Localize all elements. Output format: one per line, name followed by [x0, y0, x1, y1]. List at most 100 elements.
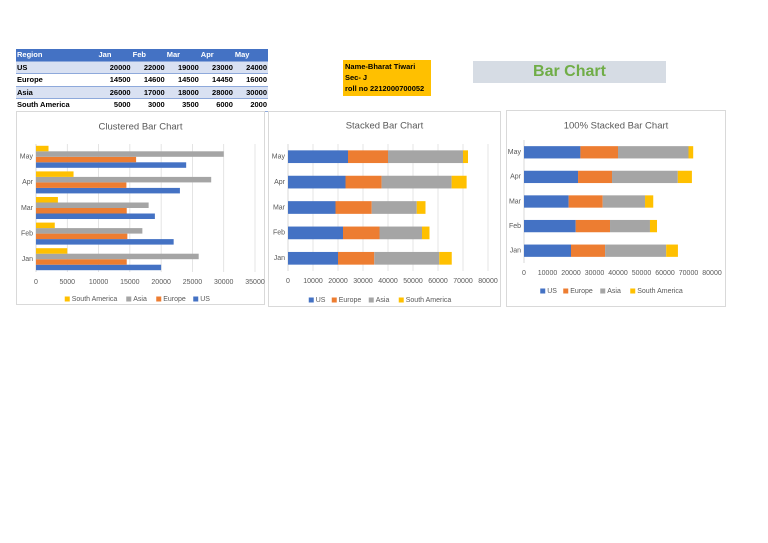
bar-segment	[571, 244, 606, 257]
legend-label: Europe	[339, 297, 362, 304]
x-tick-label: 40000	[608, 270, 628, 277]
y-tick-label: May	[20, 154, 34, 161]
data-table: Region Jan Feb Mar Apr May US 20000 22000 19000 23…	[16, 49, 268, 112]
bar-segment	[338, 251, 375, 265]
x-tick-label: 10000	[538, 270, 558, 277]
table-cell: 23000	[199, 61, 234, 74]
legend-label: South America	[72, 296, 118, 303]
bar-segment	[612, 170, 678, 184]
table-cell: 14500	[165, 73, 200, 87]
header-cell: Region	[16, 49, 98, 62]
table-cell: 30000	[233, 86, 268, 99]
bar	[36, 145, 49, 152]
x-tick-label: 80000	[702, 270, 722, 277]
legend-label: South America	[406, 297, 452, 304]
bar-segment	[388, 150, 463, 164]
chart: Clustered Bar Chart 0 5000 10000 15000 20000 2…	[16, 111, 265, 305]
bar-segment	[371, 201, 417, 214]
bar-segment	[524, 146, 581, 159]
legend-label: Asia	[376, 297, 390, 304]
bar-segment	[605, 244, 667, 257]
table-row: South America 5000 3000 3500 6000 2000	[16, 98, 268, 112]
bar	[36, 259, 127, 265]
bar	[36, 239, 174, 245]
header-row: Region Jan Feb Mar Apr May	[16, 49, 268, 62]
bar	[36, 182, 127, 188]
legend-swatch	[126, 296, 132, 302]
bar-segment	[524, 195, 569, 208]
table-row: Asia 26000 17000 18000 28000 30000	[16, 86, 268, 99]
table-cell: 26000	[97, 86, 132, 99]
y-tick-label: Jan	[274, 255, 285, 262]
y-tick-label: May	[272, 154, 286, 161]
legend-label: Europe	[163, 296, 186, 303]
legend-swatch	[600, 288, 606, 294]
table-cell: 16000	[233, 73, 268, 87]
x-tick-label: 50000	[403, 278, 423, 285]
bar-segment	[524, 219, 576, 233]
legend-label: US	[200, 296, 210, 303]
bar-segment	[578, 170, 613, 184]
legend-swatch	[563, 288, 569, 294]
bar-segment	[288, 150, 348, 164]
chart-title: Clustered Bar Chart	[99, 122, 183, 133]
bar-segment	[649, 219, 658, 233]
bar-segment	[666, 244, 678, 257]
bar-segment	[524, 170, 579, 184]
chart-title: Stacked Bar Chart	[346, 121, 424, 132]
banner: Bar Chart	[473, 61, 666, 83]
table-cell: 24000	[233, 61, 268, 74]
table-cell: 3500	[165, 98, 200, 112]
legend-label: US	[316, 297, 326, 304]
bar-segment	[645, 195, 654, 208]
x-tick-label: 30000	[353, 278, 373, 285]
bar	[36, 213, 155, 220]
x-tick-label: 70000	[453, 278, 473, 285]
table-cell: 2000	[233, 98, 268, 112]
legend-swatch	[331, 297, 337, 303]
bar	[36, 176, 212, 183]
legend-label: South America	[637, 288, 683, 295]
bar-segment	[688, 146, 694, 159]
bar-segment	[379, 226, 422, 240]
header-cell: Apr	[199, 49, 234, 62]
table-cell: 18000	[165, 86, 200, 99]
bar-segment	[416, 201, 426, 214]
bar	[36, 196, 58, 203]
header-cell: May	[233, 49, 268, 62]
chart-border	[506, 110, 726, 307]
x-tick-label: 10000	[89, 279, 109, 286]
bar	[36, 151, 224, 157]
legend-label: Europe	[570, 288, 593, 295]
info-line: roll no 2212000700052	[345, 84, 425, 93]
bar	[36, 171, 74, 177]
bar-segment	[580, 146, 618, 159]
bar	[36, 233, 128, 240]
bar	[36, 222, 55, 229]
header-cell: Jan	[97, 49, 132, 62]
legend-label: Asia	[133, 296, 147, 303]
x-tick-label: 20000	[561, 270, 581, 277]
bar-segment	[610, 219, 650, 233]
y-tick-label: Feb	[273, 230, 285, 237]
bar-segment	[381, 175, 452, 189]
x-tick-label: 15000	[120, 279, 140, 286]
bar-segment	[343, 226, 380, 240]
table-cell: 19000	[165, 61, 200, 74]
y-tick-label: Apr	[510, 174, 522, 181]
x-tick-label: 20000	[151, 279, 171, 286]
x-tick-label: 40000	[378, 278, 398, 285]
bar-segment	[335, 201, 372, 214]
x-tick-label: 30000	[585, 270, 605, 277]
bar	[36, 162, 187, 168]
bar-segment	[568, 195, 603, 208]
x-tick-label: 0	[522, 270, 526, 277]
x-tick-label: 70000	[679, 270, 699, 277]
y-tick-label: Mar	[273, 204, 286, 211]
bar	[36, 228, 143, 234]
table-cell: Asia	[16, 86, 98, 99]
y-tick-label: May	[508, 149, 522, 156]
table-cell: 22000	[131, 61, 166, 74]
x-tick-label: 60000	[655, 270, 675, 277]
